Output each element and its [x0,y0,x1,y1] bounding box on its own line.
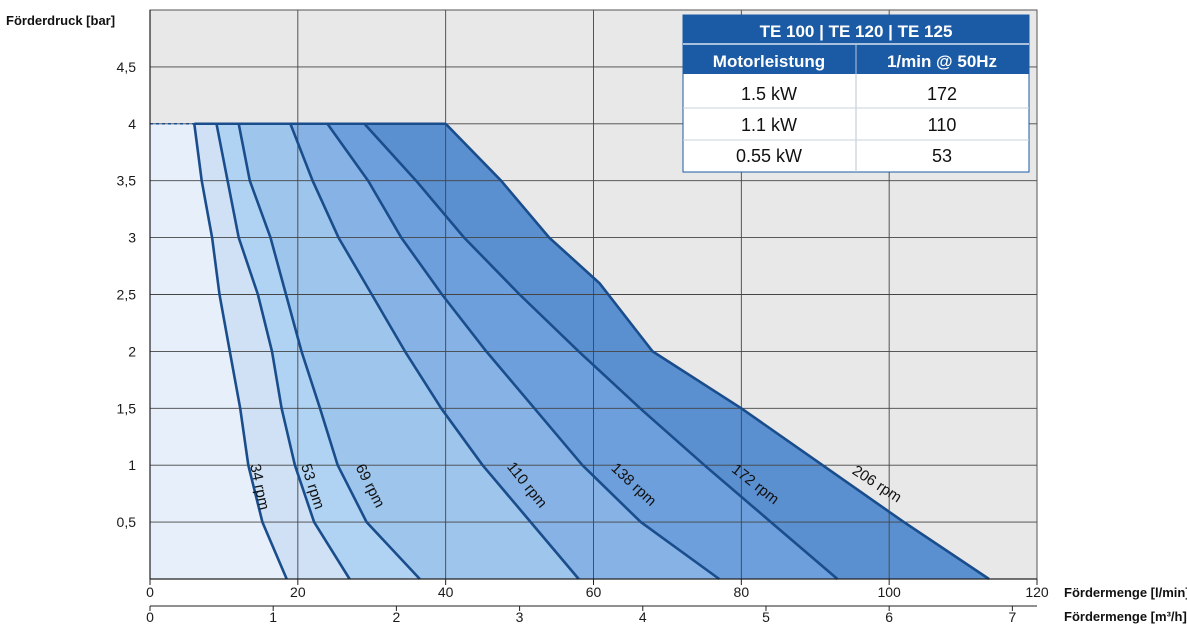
rpm-curve [363,122,839,580]
grid-lines [150,10,1037,579]
motor-table: TE 100 | TE 120 | TE 125 Motorleistung 1… [682,14,1030,173]
x2-tick-label: 0 [146,609,154,625]
rpm-curve [215,123,351,580]
x-tick-label: 40 [438,584,454,600]
x2-tick-label: 6 [885,609,893,625]
table-cell: 110 [928,115,957,135]
y-tick-label: 0,5 [117,514,137,530]
y-tick-label: 4 [128,116,136,132]
x2-tick-label: 2 [392,609,400,625]
y-axis-title: Förderdruck [bar] [6,13,115,28]
y-tick-label: 2 [128,343,136,359]
rpm-curve [444,122,990,581]
x2-tick-label: 5 [762,609,770,625]
y-tick-label: 1 [128,457,136,473]
table-cell: 1.5 kW [741,84,797,104]
x-tick-label: 100 [877,584,901,600]
x2-axis-title: Fördermenge [m³/h] [1064,609,1187,624]
rpm-curve [193,123,288,580]
y-tick-label: 4,5 [117,59,137,75]
rpm-curve [326,123,720,581]
table-cell: 0.55 kW [736,146,802,166]
rpm-curve [289,123,580,580]
table-cell: 172 [927,84,957,104]
y-tick-label: 3 [128,230,136,246]
x2-tick-label: 7 [1008,609,1016,625]
y-tick-label: 1,5 [117,400,137,416]
x-tick-label: 60 [586,584,602,600]
table-title: TE 100 | TE 120 | TE 125 [760,22,953,41]
table-cell: 53 [932,146,952,166]
table-header-motorleistung: Motorleistung [713,52,825,71]
x-tick-label: 0 [146,584,154,600]
y-tick-labels: 0,5 1 1,5 2 2,5 3 3,5 4 4,5 [117,59,137,530]
x2-tick-label: 4 [639,609,647,625]
table-cell: 1.1 kW [741,115,797,135]
y-tick-label: 2,5 [117,287,137,303]
x-tick-label: 120 [1025,584,1049,600]
x2-tick-label: 3 [516,609,524,625]
y-tick-label: 3,5 [117,173,137,189]
rpm-curve [237,123,421,580]
x-axis-title: Fördermenge [l/min] [1064,585,1187,600]
x-tick-labels: 0 20 40 60 80 100 120 [146,579,1049,600]
x-tick-label: 80 [734,584,750,600]
rpm-curves [150,122,990,581]
x2-tick-label: 1 [269,609,277,625]
x2-tick-labels: 0 1 2 3 4 5 6 7 [146,606,1016,625]
table-header-rpm: 1/min @ 50Hz [887,52,997,71]
x-tick-label: 20 [290,584,306,600]
